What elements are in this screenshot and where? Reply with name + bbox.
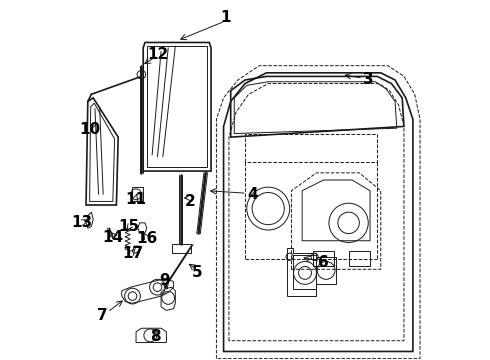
Text: 17: 17 xyxy=(122,246,143,261)
Text: 9: 9 xyxy=(159,273,170,288)
Bar xyxy=(317,257,336,284)
Text: 1: 1 xyxy=(220,10,231,25)
Bar xyxy=(348,251,370,266)
Text: 4: 4 xyxy=(247,187,257,202)
Text: 3: 3 xyxy=(363,72,373,87)
Text: 13: 13 xyxy=(71,215,92,230)
Text: 10: 10 xyxy=(79,122,100,138)
Text: 7: 7 xyxy=(97,308,107,323)
Text: 16: 16 xyxy=(136,231,157,247)
Text: 5: 5 xyxy=(192,265,202,280)
Text: 12: 12 xyxy=(147,48,168,63)
Text: 2: 2 xyxy=(184,194,195,209)
Text: 15: 15 xyxy=(119,219,140,234)
Text: 11: 11 xyxy=(125,192,147,207)
Bar xyxy=(313,251,334,266)
Text: 8: 8 xyxy=(150,329,161,344)
Bar xyxy=(293,255,317,289)
Text: 6: 6 xyxy=(318,255,329,270)
Text: 14: 14 xyxy=(102,230,123,245)
